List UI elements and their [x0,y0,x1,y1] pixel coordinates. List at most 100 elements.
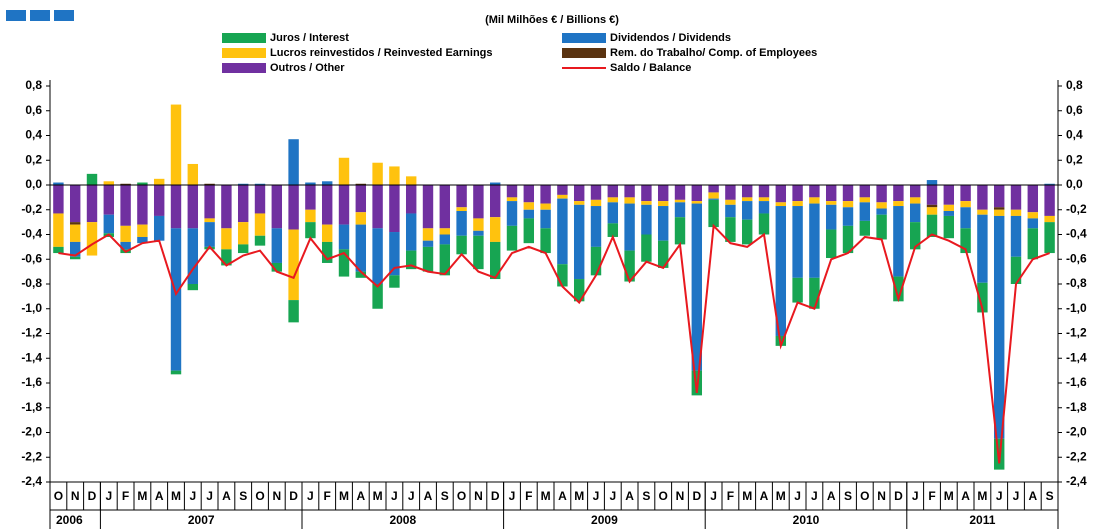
y-tick-label: -1,0 [21,301,42,315]
x-tick-label: A [424,489,433,503]
x-tick-label: D [491,489,500,503]
bar-segment [187,284,199,291]
y2-tick-label: -2,0 [1066,425,1087,439]
bar-segment [607,223,619,237]
x-tick-label: O [860,489,869,503]
bar-segment [876,214,887,240]
bar-segment [372,284,383,309]
bar-segment [506,185,518,198]
bar-segment [372,228,383,284]
x-tick-label: A [356,489,365,503]
bar-segment [389,185,400,233]
bar-segment [389,166,400,185]
y2-tick-label: 0,0 [1066,177,1083,191]
bar-segment [456,235,467,255]
bar-segment [977,209,988,215]
bar-segment [439,244,451,276]
bar-segment [473,185,484,219]
bar-segment [993,207,1005,210]
legend-label: Outros / Other [270,62,345,74]
bar-segment [372,185,383,229]
x-tick-label: J [710,489,717,503]
bar-segment [758,213,770,235]
y-tick-label: -0,4 [21,227,42,241]
bar-segment [254,185,266,214]
bar-segment [993,215,1005,439]
legend-swatch [222,33,266,43]
bar-segment [120,241,131,250]
bar-segment [557,264,568,287]
bar-segment [741,219,753,245]
bar-segment [305,209,316,223]
bar-segment [489,182,501,185]
bar-segment [926,185,938,205]
bar-segment [355,212,367,225]
bar-segment [573,185,585,202]
x-tick-label: J [105,489,112,503]
year-label: 2008 [389,513,416,527]
bar-segment [120,225,131,242]
bar-segment [137,185,148,225]
bar-segment [489,185,501,218]
y2-tick-label: -1,4 [1066,350,1087,364]
y-tick-label: 0,4 [25,128,42,142]
x-tick-label: M [742,489,752,503]
y2-tick-label: 0,6 [1066,103,1083,117]
bar-segment [1010,215,1022,257]
x-tick-label: J [794,489,801,503]
bar-segment [473,235,484,270]
bar-segment [170,104,182,185]
x-tick-label: S [844,489,852,503]
bar-segment [540,228,551,254]
bar-segment [825,229,837,259]
bar-segment [893,185,904,202]
bar-segment [859,202,871,221]
bar-segment [288,139,299,185]
y-tick-label: -2,0 [21,425,42,439]
y-tick-label: -0,2 [21,202,42,216]
bar-segment [825,201,837,205]
bar-segment [237,244,249,254]
bar-segment [540,209,551,229]
bar-segment [523,202,535,210]
y-tick-label: -1,2 [21,326,42,340]
bar-segment [657,206,669,241]
bar-segment [372,162,383,185]
year-label: 2010 [793,513,820,527]
bar-segment [237,185,249,223]
x-tick-label: S [441,489,449,503]
x-tick-label: J [1013,489,1020,503]
bar-segment [708,185,719,193]
bar-segment [691,201,703,204]
bar-segment [237,222,249,245]
y2-tick-label: -0,8 [1066,276,1087,290]
x-tick-label: M [574,489,584,503]
bar-segment [725,199,736,205]
x-tick-label: F [324,489,331,503]
bar-segment [792,185,803,202]
bar-segment [741,197,753,202]
bar-segment [741,185,753,198]
bar-segment [624,185,635,198]
logo-block [30,10,50,21]
y-tick-label: 0,6 [25,103,42,117]
bar-segment [53,213,64,247]
x-tick-label: D [88,489,97,503]
bar-segment [758,185,770,198]
bar-segment [960,201,971,208]
x-tick-label: M [977,489,987,503]
bar-segment [120,185,131,226]
bar-segment [137,182,148,185]
x-tick-label: N [474,489,483,503]
bar-segment [573,204,585,280]
bar-segment [69,224,81,242]
bar-segment [708,198,719,200]
bar-segment [204,222,215,247]
x-tick-label: D [692,489,701,503]
bar-segment [456,185,467,208]
bar-segment [305,185,316,210]
bar-segment [103,185,115,215]
bar-segment [271,228,283,263]
x-tick-label: A [827,489,836,503]
bar-segment [926,204,938,208]
